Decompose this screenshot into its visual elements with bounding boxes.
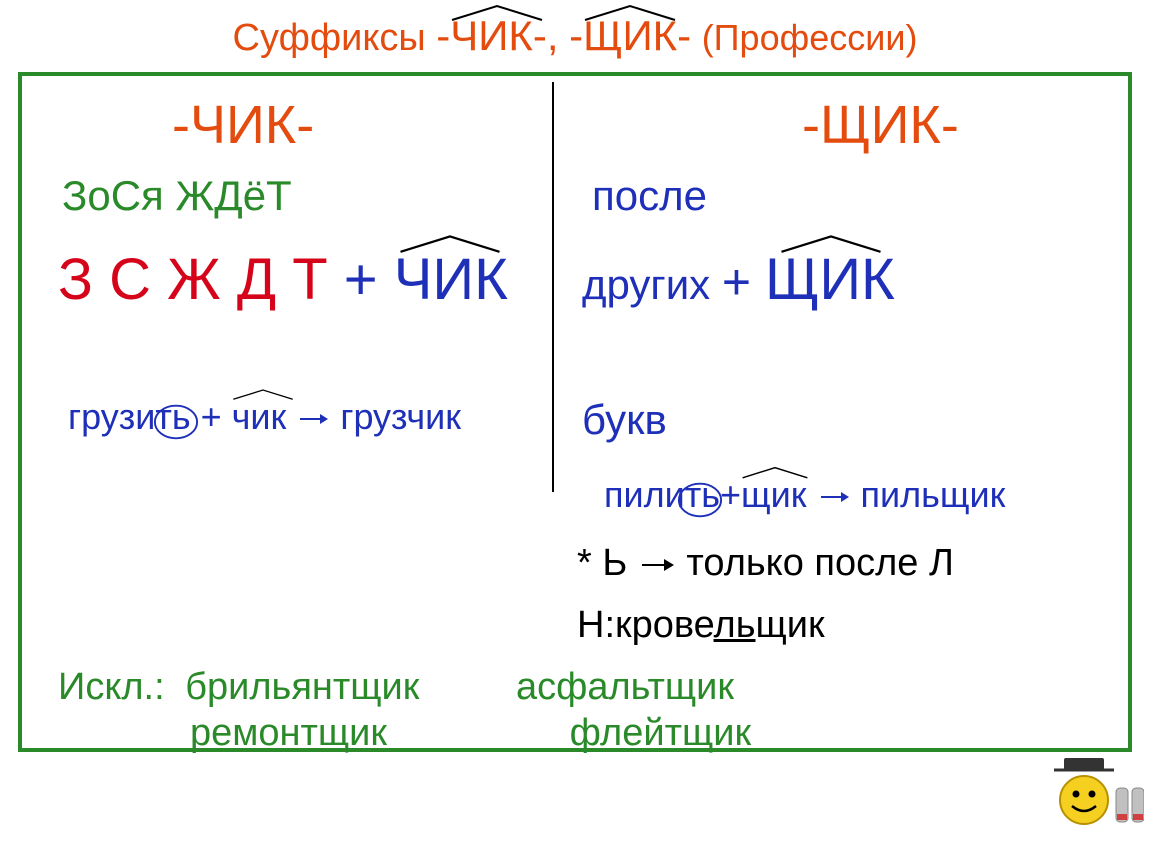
note1-prefix: * Ь	[577, 542, 627, 584]
title-suffix-shchik: -ЩИК-	[569, 12, 691, 59]
note-soft-sign: * Ь только после Л	[577, 542, 954, 585]
note2-post: щик	[756, 604, 825, 646]
excl-label: Искл.:	[58, 666, 165, 708]
formula-shchik: других + ЩИК	[582, 246, 895, 313]
excl-word1: брильянтщик	[185, 666, 419, 708]
title-paren: (Профессии)	[702, 17, 918, 58]
title-row: Суффиксы -ЧИК-, -ЩИК- (Профессии)	[0, 12, 1150, 60]
title-suffix-chik: -ЧИК-,	[436, 12, 558, 59]
label-bukv: букв	[582, 396, 667, 444]
plus-sign: +	[201, 396, 232, 437]
example-base: грузить	[68, 396, 191, 437]
suffix-chik-big: ЧИК	[394, 246, 508, 313]
arrow-icon	[298, 410, 328, 428]
label-posle: после	[592, 172, 707, 220]
example-chik: грузить + чик грузчик	[68, 396, 461, 438]
example-result: пильщик	[861, 474, 1006, 515]
mnemonic-zosya: ЗоСя ЖДёТ	[62, 172, 292, 220]
example-suf: чик	[232, 396, 287, 437]
formula-chik: З С Ж Д Т + ЧИК	[58, 246, 508, 313]
note2-pre: крове	[615, 604, 714, 646]
header-shchik: -ЩИК-	[802, 94, 959, 156]
plus-sign: +	[720, 474, 741, 515]
example-suf: щик	[741, 474, 806, 515]
rule-box: -ЧИК- -ЩИК- ЗоСя ЖДёТ после З С Ж Д Т + …	[18, 72, 1132, 752]
note2-prefix: Н:	[577, 604, 615, 646]
example-result: грузчик	[340, 396, 461, 437]
example-shchik: пилить + щик пильщик	[604, 474, 1005, 516]
arrow-icon	[819, 488, 849, 506]
suffix-shchik-big: ЩИК	[765, 246, 895, 313]
exceptions-row-2: ремонтщик флейтщик	[190, 712, 751, 755]
header-chik: -ЧИК-	[172, 94, 314, 156]
letters-zszhdt: З С Ж Д Т	[58, 247, 328, 312]
plus-sign: +	[722, 254, 765, 310]
example-base: пилить	[604, 474, 720, 515]
arrow-icon	[640, 556, 674, 574]
exceptions-row: Искл.: брильянтщик асфальтщик	[58, 666, 734, 709]
plus-sign: +	[328, 247, 394, 312]
smiley-icon	[1054, 758, 1144, 828]
excl-word2: асфальтщик	[516, 666, 734, 708]
excl-word3: ремонтщик	[190, 712, 387, 754]
column-divider	[552, 82, 554, 492]
note2-ul: ль	[714, 604, 756, 646]
excl-word4: флейтщик	[570, 712, 751, 754]
label-drugih: других	[582, 261, 710, 308]
note1-after: только после Л	[686, 542, 954, 584]
note-example: Н:кровельщик	[577, 604, 825, 647]
title-word: Суффиксы	[233, 17, 426, 59]
